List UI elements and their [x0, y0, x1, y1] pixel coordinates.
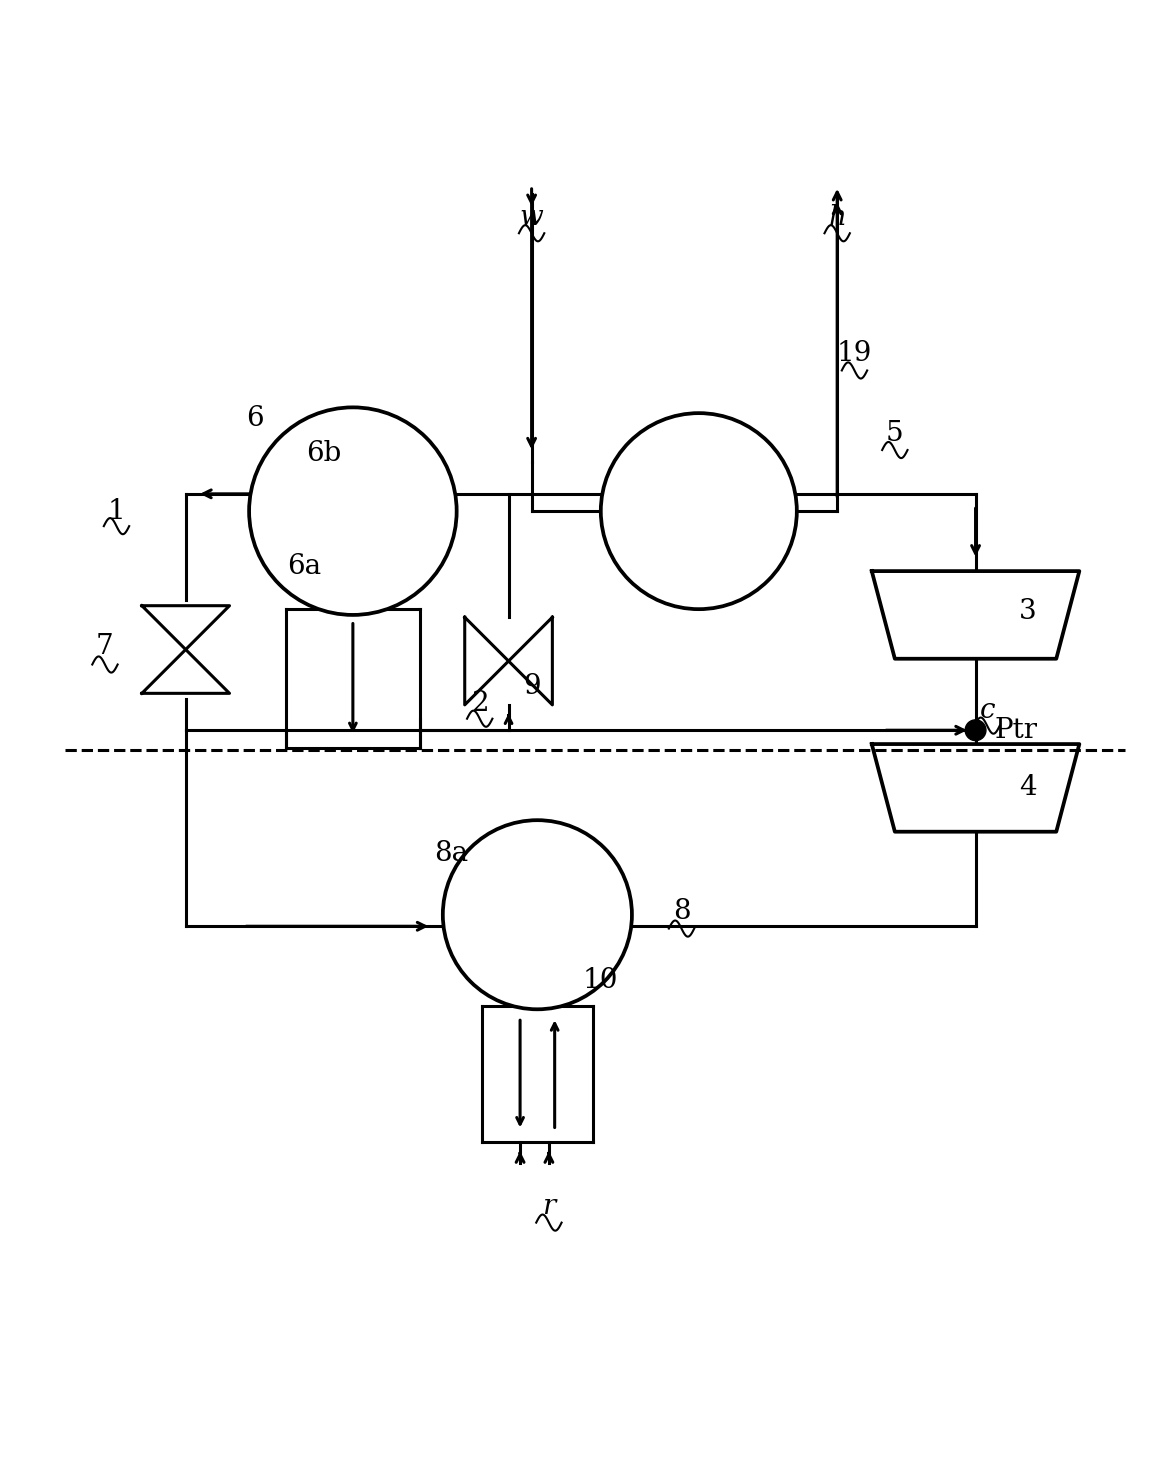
Text: 2: 2 — [471, 690, 489, 717]
Text: c: c — [979, 698, 994, 724]
Polygon shape — [872, 743, 1079, 832]
Text: 4: 4 — [1019, 774, 1036, 801]
Text: 5: 5 — [886, 421, 903, 447]
Text: 1: 1 — [107, 498, 125, 524]
Text: Ptr: Ptr — [994, 717, 1037, 743]
Polygon shape — [142, 649, 230, 693]
Text: w: w — [519, 203, 544, 231]
Text: 10: 10 — [584, 967, 619, 994]
Text: r: r — [543, 1192, 555, 1220]
Circle shape — [442, 820, 633, 1010]
Polygon shape — [509, 617, 552, 705]
Circle shape — [601, 414, 797, 609]
Text: 6a: 6a — [287, 553, 322, 580]
Text: 9: 9 — [523, 673, 540, 699]
Text: 19: 19 — [837, 340, 872, 367]
Circle shape — [249, 408, 456, 615]
Text: 3: 3 — [1019, 598, 1036, 626]
Text: h: h — [829, 203, 846, 231]
Text: 6: 6 — [246, 405, 264, 433]
Text: 7: 7 — [96, 633, 114, 659]
Circle shape — [965, 720, 986, 740]
Polygon shape — [464, 617, 509, 705]
Text: 8: 8 — [672, 898, 691, 924]
Text: 8a: 8a — [434, 841, 468, 867]
Text: 6b: 6b — [307, 440, 342, 467]
Polygon shape — [142, 605, 230, 649]
Polygon shape — [872, 571, 1079, 659]
